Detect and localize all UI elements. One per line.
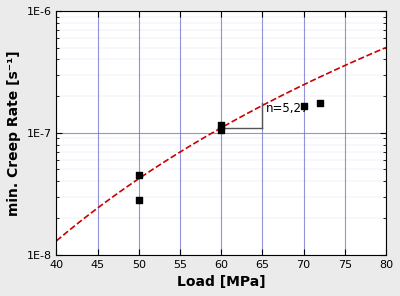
- X-axis label: Load [MPa]: Load [MPa]: [177, 275, 266, 289]
- Point: [218, 123, 224, 128]
- Point: [218, 128, 224, 133]
- Point: [136, 173, 142, 177]
- Y-axis label: min. Creep Rate [s⁻¹]: min. Creep Rate [s⁻¹]: [7, 50, 21, 215]
- Point: [300, 104, 307, 109]
- Text: n=5,27: n=5,27: [266, 102, 309, 115]
- Point: [136, 198, 142, 202]
- Point: [317, 101, 323, 106]
